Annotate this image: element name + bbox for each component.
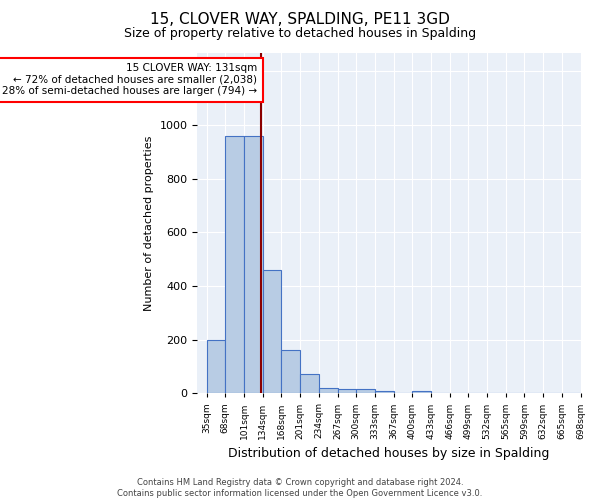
Y-axis label: Number of detached properties: Number of detached properties xyxy=(144,135,154,310)
Bar xyxy=(263,270,281,394)
X-axis label: Distribution of detached houses by size in Spalding: Distribution of detached houses by size … xyxy=(228,447,550,460)
Text: Size of property relative to detached houses in Spalding: Size of property relative to detached ho… xyxy=(124,28,476,40)
Bar xyxy=(356,389,375,394)
Bar xyxy=(206,340,226,394)
Bar xyxy=(244,136,263,394)
Bar xyxy=(281,350,300,394)
Bar xyxy=(375,390,394,394)
Text: 15 CLOVER WAY: 131sqm
← 72% of detached houses are smaller (2,038)
28% of semi-d: 15 CLOVER WAY: 131sqm ← 72% of detached … xyxy=(2,63,257,96)
Bar xyxy=(338,389,356,394)
Bar xyxy=(412,390,431,394)
Bar xyxy=(300,374,319,394)
Text: Contains HM Land Registry data © Crown copyright and database right 2024.
Contai: Contains HM Land Registry data © Crown c… xyxy=(118,478,482,498)
Text: 15, CLOVER WAY, SPALDING, PE11 3GD: 15, CLOVER WAY, SPALDING, PE11 3GD xyxy=(150,12,450,28)
Bar xyxy=(319,388,338,394)
Bar xyxy=(226,136,244,394)
